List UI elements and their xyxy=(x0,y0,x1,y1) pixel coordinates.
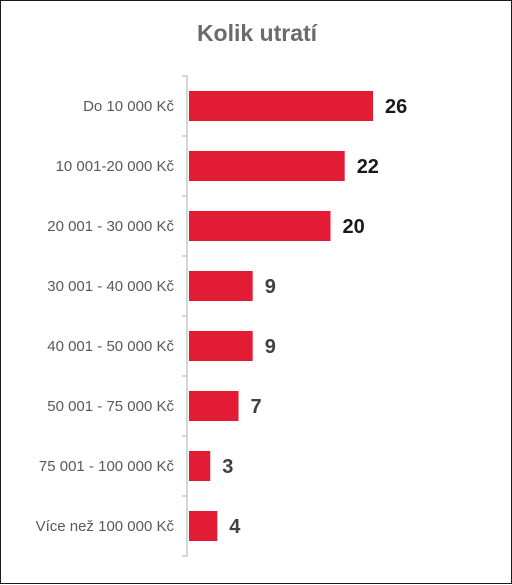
value-label: 3 xyxy=(222,456,233,478)
category-labels: Do 10 000 Kč 10 001-20 000 Kč 20 001 - 30 … xyxy=(36,98,175,535)
bar xyxy=(189,451,211,481)
category-label: 75 001 - 100 000 Kč xyxy=(39,458,175,475)
category-label: Do 10 000 Kč xyxy=(83,98,174,115)
category-label: 30 001 - 40 000 Kč xyxy=(47,278,174,295)
bar xyxy=(189,91,373,121)
value-label: 20 xyxy=(343,216,365,238)
category-axis xyxy=(182,75,188,557)
value-label: 26 xyxy=(385,96,407,118)
value-label: 9 xyxy=(265,336,276,358)
category-label: 20 001 - 30 000 Kč xyxy=(47,218,174,235)
value-label: 9 xyxy=(265,276,276,298)
value-label: 4 xyxy=(229,516,241,538)
bar xyxy=(189,271,253,301)
value-labels: 26 22 20 9 9 7 3 4 xyxy=(222,96,407,538)
bar xyxy=(189,151,345,181)
bar xyxy=(189,511,218,541)
bars xyxy=(189,91,373,541)
category-label: 10 001-20 000 Kč xyxy=(56,158,175,175)
category-label: Více než 100 000 Kč xyxy=(36,518,175,535)
chart-title: Kolik utratí xyxy=(197,20,319,46)
category-label: 40 001 - 50 000 Kč xyxy=(47,338,174,355)
bar xyxy=(189,331,253,361)
bar xyxy=(189,391,239,421)
value-label: 7 xyxy=(251,396,262,418)
value-label: 22 xyxy=(357,156,379,178)
bar xyxy=(189,211,331,241)
category-label: 50 001 - 75 000 Kč xyxy=(47,398,174,415)
